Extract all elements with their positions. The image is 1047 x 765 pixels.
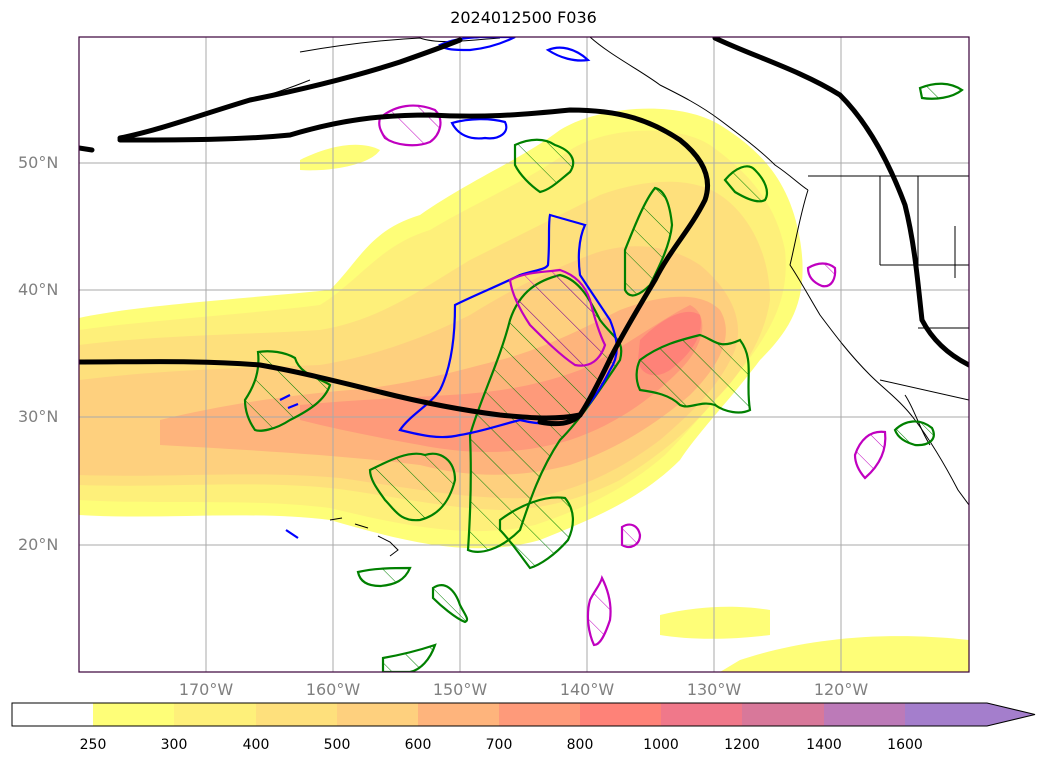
colorbar-segment-10 <box>824 703 905 726</box>
lat-label-20n: 20°N <box>18 535 59 554</box>
ivt-250-region-south <box>660 606 770 639</box>
state-lines <box>879 176 969 401</box>
colorbar-segment-7 <box>580 703 661 726</box>
colorbar-segment-6 <box>499 703 580 726</box>
jet-southern-branch <box>79 359 583 421</box>
blue-region-top-east <box>545 46 591 62</box>
green-region-bottom <box>381 643 437 672</box>
blue-region-north <box>450 118 508 140</box>
colorbar-tick-250: 250 <box>79 737 107 753</box>
colorbar-segment-0 <box>12 703 93 726</box>
lon-label-140w: 140°W <box>559 680 615 699</box>
jet-northern-branch <box>117 37 463 141</box>
colorbar-segment-8 <box>661 703 742 726</box>
green-region-nw-small <box>918 82 964 100</box>
blue-region-dashes <box>279 394 299 539</box>
alaska-coast <box>299 37 809 191</box>
green-region-ne <box>723 165 769 203</box>
magenta-region-main <box>508 268 607 367</box>
colorbar-tick-800: 800 <box>566 737 594 753</box>
hawaii-islands <box>329 517 399 557</box>
blue-outline-regions <box>279 37 618 539</box>
jet-eastern-branch <box>712 37 969 368</box>
colorbar-tick-600: 600 <box>404 737 432 753</box>
colorbar-tick-1600: 1600 <box>887 737 923 753</box>
coastlines <box>159 37 969 557</box>
ivt-700-region <box>300 305 703 452</box>
blue-region-top <box>438 37 516 52</box>
green-region-south <box>498 496 574 570</box>
colorbar-tick-400: 400 <box>242 737 270 753</box>
blue-region-main <box>398 213 618 439</box>
colorbar <box>11 702 1036 727</box>
colorbar-extend-arrow <box>987 703 1035 726</box>
green-region-se-small <box>893 420 935 447</box>
ivt-250-region-se <box>720 636 969 672</box>
magenta-region-east <box>853 430 887 480</box>
lon-label-130w: 130°W <box>686 680 742 699</box>
green-region-far-south <box>431 584 469 624</box>
green-region-east <box>635 333 752 414</box>
jet-western-stub <box>79 145 95 153</box>
map-frame <box>78 36 970 673</box>
lon-label-150w: 150°W <box>432 680 488 699</box>
colorbar-tick-1200: 1200 <box>724 737 760 753</box>
colorbar-tick-1000: 1000 <box>643 737 679 753</box>
colorbar-segment-9 <box>742 703 824 726</box>
green-region-sw <box>368 452 457 522</box>
jet-streams <box>79 37 969 427</box>
colorbar-segment-1 <box>93 703 174 726</box>
magenta-region-small <box>620 523 642 549</box>
jet-middle-branch <box>117 107 711 427</box>
colorbar-tick-700: 700 <box>485 737 513 753</box>
lon-label-120w: 120°W <box>813 680 869 699</box>
colorbar-segment-11 <box>905 703 987 726</box>
green-region-jet-entry <box>623 186 674 297</box>
lon-label-160w: 160°W <box>305 680 361 699</box>
lat-label-40n: 40°N <box>18 280 59 299</box>
green-region-southwest-2 <box>356 566 412 588</box>
lon-label-170w: 170°W <box>178 680 234 699</box>
colorbar-tick-300: 300 <box>160 737 188 753</box>
magenta-region-north <box>378 104 442 147</box>
colorbar-segment-5 <box>418 703 499 726</box>
colorbar-outline <box>11 702 1036 727</box>
magenta-region-south <box>586 574 612 647</box>
colorbar-tick-1400: 1400 <box>806 737 842 753</box>
magenta-region-coast <box>806 262 837 288</box>
lat-label-50n: 50°N <box>18 153 59 172</box>
colorbar-segment-3 <box>256 703 337 726</box>
map-title: 2024012500 F036 <box>450 8 597 27</box>
green-region-west <box>243 350 332 432</box>
lat-label-30n: 30°N <box>18 407 59 426</box>
magenta-hatched-regions <box>378 104 887 647</box>
colorbar-tick-500: 500 <box>323 737 351 753</box>
colorbar-segment-4 <box>337 703 418 726</box>
colorbar-segment-2 <box>174 703 256 726</box>
green-region-north <box>513 138 575 194</box>
ivt-250-region-nw <box>300 144 380 171</box>
